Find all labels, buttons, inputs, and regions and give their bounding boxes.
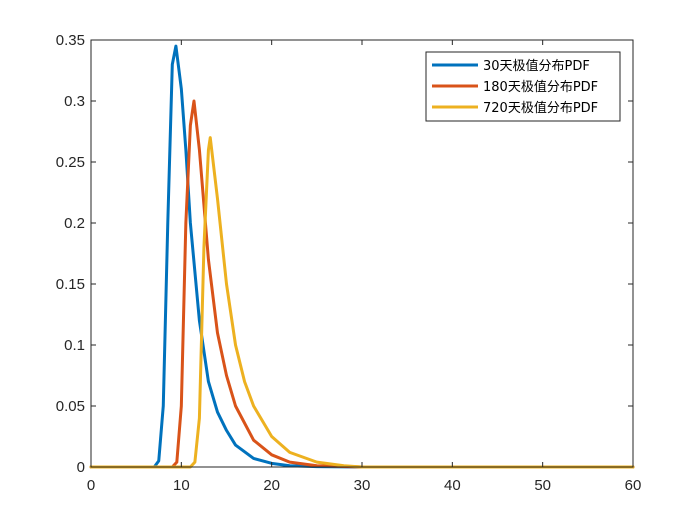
y-tick-label: 0.2 xyxy=(64,215,85,232)
x-tick-label: 60 xyxy=(625,477,642,494)
y-tick-label: 0.35 xyxy=(56,32,85,49)
y-tick-label: 0.3 xyxy=(64,93,85,110)
legend-label-1: 30天极值分布PDF xyxy=(483,58,590,74)
x-tick-label: 40 xyxy=(444,477,461,494)
y-tick-label: 0.15 xyxy=(56,276,85,293)
y-tick-label: 0.25 xyxy=(56,154,85,171)
x-tick-label: 30 xyxy=(354,477,371,494)
y-tick-label: 0.05 xyxy=(56,398,85,415)
x-tick-label: 20 xyxy=(263,477,280,494)
legend-label-2: 180天极值分布PDF xyxy=(483,79,598,95)
legend: 30天极值分布PDF 180天极值分布PDF 720天极值分布PDF xyxy=(425,51,621,122)
y-tick-label: 0 xyxy=(77,459,85,476)
x-tick-label: 0 xyxy=(87,477,95,494)
x-tick-label: 50 xyxy=(534,477,551,494)
axes: 0 10 20 30 40 50 60 0 0.05 0.1 0.15 0.2 0.25 0.3 0.35 xyxy=(56,32,642,494)
legend-label-3: 720天极值分布PDF xyxy=(483,100,598,116)
x-tick-label: 10 xyxy=(173,477,190,494)
y-tick-label: 0.1 xyxy=(64,337,85,354)
